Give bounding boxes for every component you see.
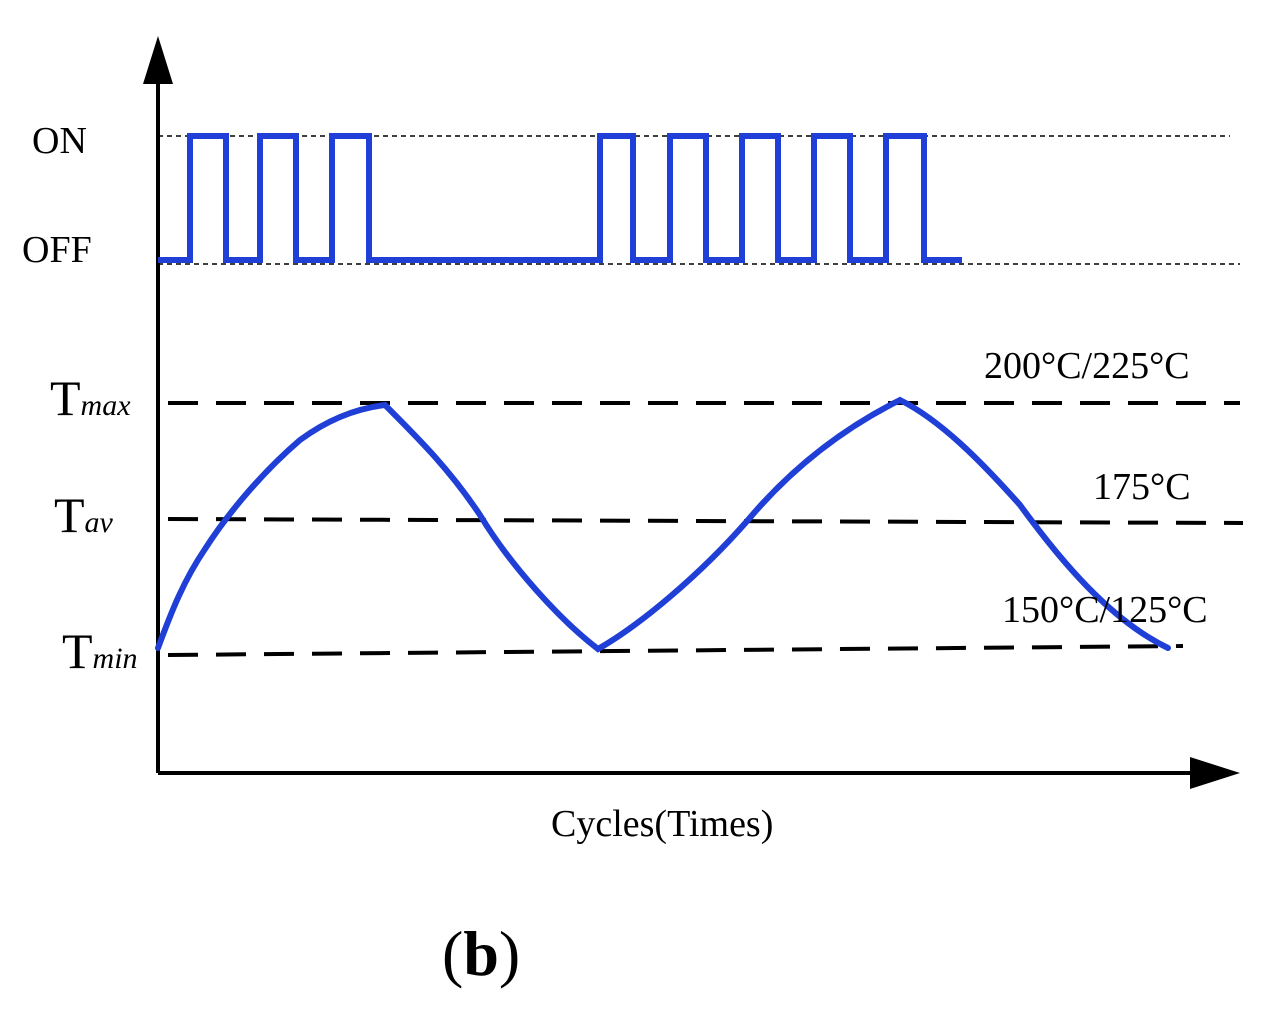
- tav-label-sub: av: [85, 506, 114, 539]
- switching-square-wave: [158, 133, 962, 263]
- tmax-label: Tmax: [50, 370, 131, 426]
- switch-guides: [158, 135, 1240, 265]
- panel-caption: (b): [442, 918, 520, 989]
- panel-caption-close: ): [499, 918, 520, 989]
- tmin-guide-line: [167, 644, 1184, 657]
- temperature-guides: [167, 401, 1244, 657]
- tmax-label-base: T: [50, 370, 81, 426]
- axes: [143, 36, 1240, 789]
- tmin-label: Tmin: [62, 623, 138, 679]
- off-label: OFF: [22, 229, 92, 271]
- temperature-curve: [155, 396, 1171, 653]
- tmin-label-base: T: [62, 623, 93, 679]
- y-axis-arrow: [143, 36, 173, 84]
- tav-label: Tav: [54, 487, 114, 543]
- on-label: ON: [32, 120, 87, 162]
- panel-caption-letter: b: [463, 918, 499, 989]
- x-axis-label: Cycles(Times): [551, 803, 773, 845]
- tav-value: 175°C: [1093, 466, 1191, 508]
- tav-guide-line: [167, 517, 1244, 525]
- tmin-label-sub: min: [93, 642, 138, 675]
- tmin-value: 150°C/125°C: [1002, 589, 1208, 631]
- panel-caption-open: (: [442, 918, 463, 989]
- tmax-value: 200°C/225°C: [984, 345, 1190, 387]
- tmax-label-sub: max: [81, 389, 132, 422]
- tav-label-base: T: [54, 487, 85, 543]
- x-axis-arrow: [1190, 757, 1240, 789]
